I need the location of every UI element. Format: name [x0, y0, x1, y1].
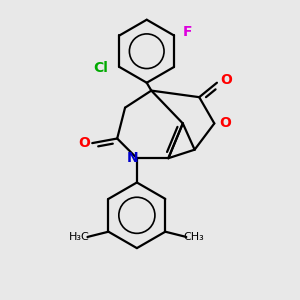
Text: O: O — [78, 136, 90, 150]
Text: F: F — [182, 25, 192, 38]
Text: N: N — [127, 151, 139, 164]
Text: Cl: Cl — [94, 61, 109, 75]
Text: O: O — [219, 116, 231, 130]
Text: O: O — [220, 73, 232, 87]
Text: H₃C: H₃C — [69, 232, 90, 242]
Text: CH₃: CH₃ — [184, 232, 205, 242]
